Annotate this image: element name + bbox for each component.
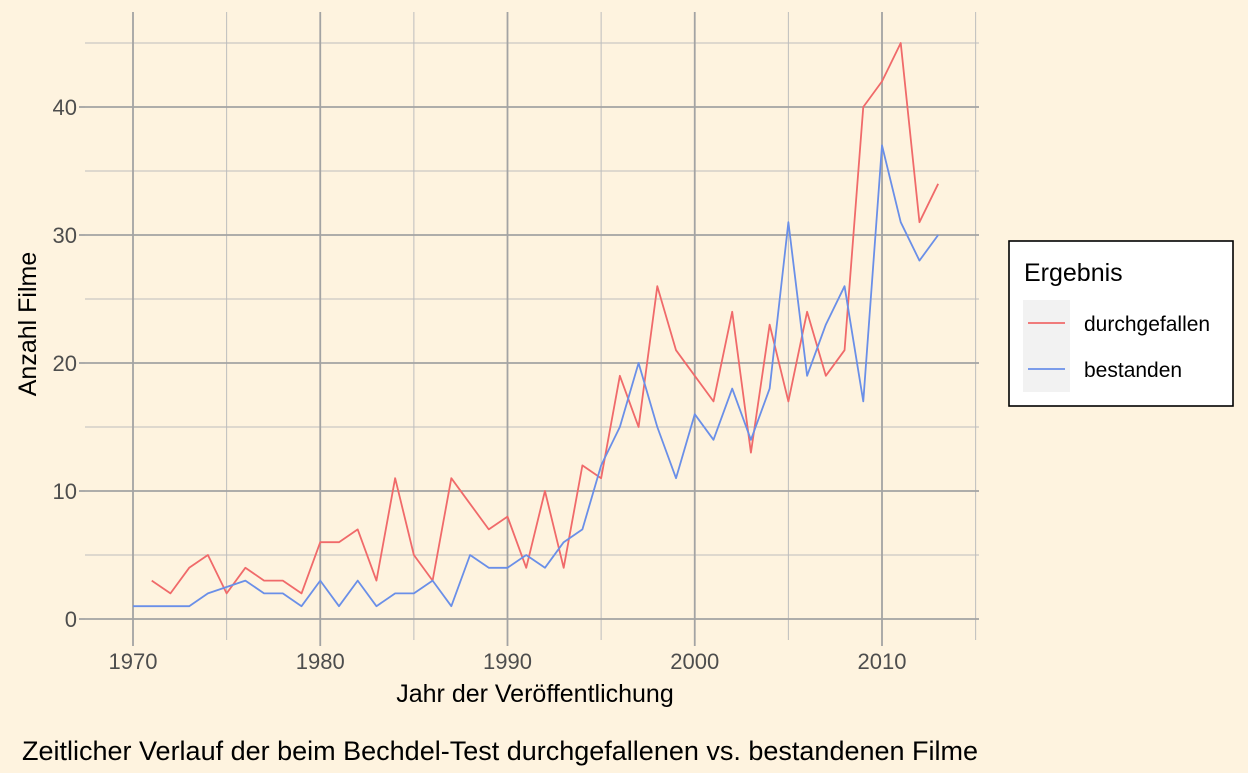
x-tick-label: 1990 — [483, 649, 532, 674]
axis-ticks — [79, 106, 883, 646]
legend-label-durchgefallen: durchgefallen — [1084, 313, 1210, 336]
x-tick-label: 1980 — [296, 649, 345, 674]
grid-minor — [85, 12, 979, 640]
y-tick-label: 40 — [53, 95, 77, 120]
grid-major — [85, 12, 979, 640]
legend-label-bestanden: bestanden — [1084, 359, 1182, 382]
x-axis-title: Jahr der Veröffentlichung — [396, 680, 674, 708]
series-layer — [133, 42, 939, 608]
series-line-durchgefallen — [151, 42, 939, 595]
y-tick-label: 30 — [53, 223, 77, 248]
y-tick-label: 20 — [53, 351, 77, 376]
tick-labels: 1970 1980 1990 2000 2010 0 10 20 30 40 — [53, 95, 907, 674]
x-tick-label: 2010 — [858, 649, 907, 674]
y-tick-label: 10 — [53, 479, 77, 504]
legend: Ergebnis durchgefallen bestanden — [1008, 240, 1234, 407]
x-tick-label: 1970 — [109, 649, 158, 674]
y-tick-label: 0 — [65, 607, 77, 632]
x-tick-label: 2000 — [670, 649, 719, 674]
chart-caption: Zeitlicher Verlauf der beim Bechdel-Test… — [22, 736, 978, 766]
series-line-bestanden — [133, 144, 939, 608]
y-axis-title: Anzahl Filme — [14, 252, 42, 397]
legend-title: Ergebnis — [1024, 259, 1123, 287]
